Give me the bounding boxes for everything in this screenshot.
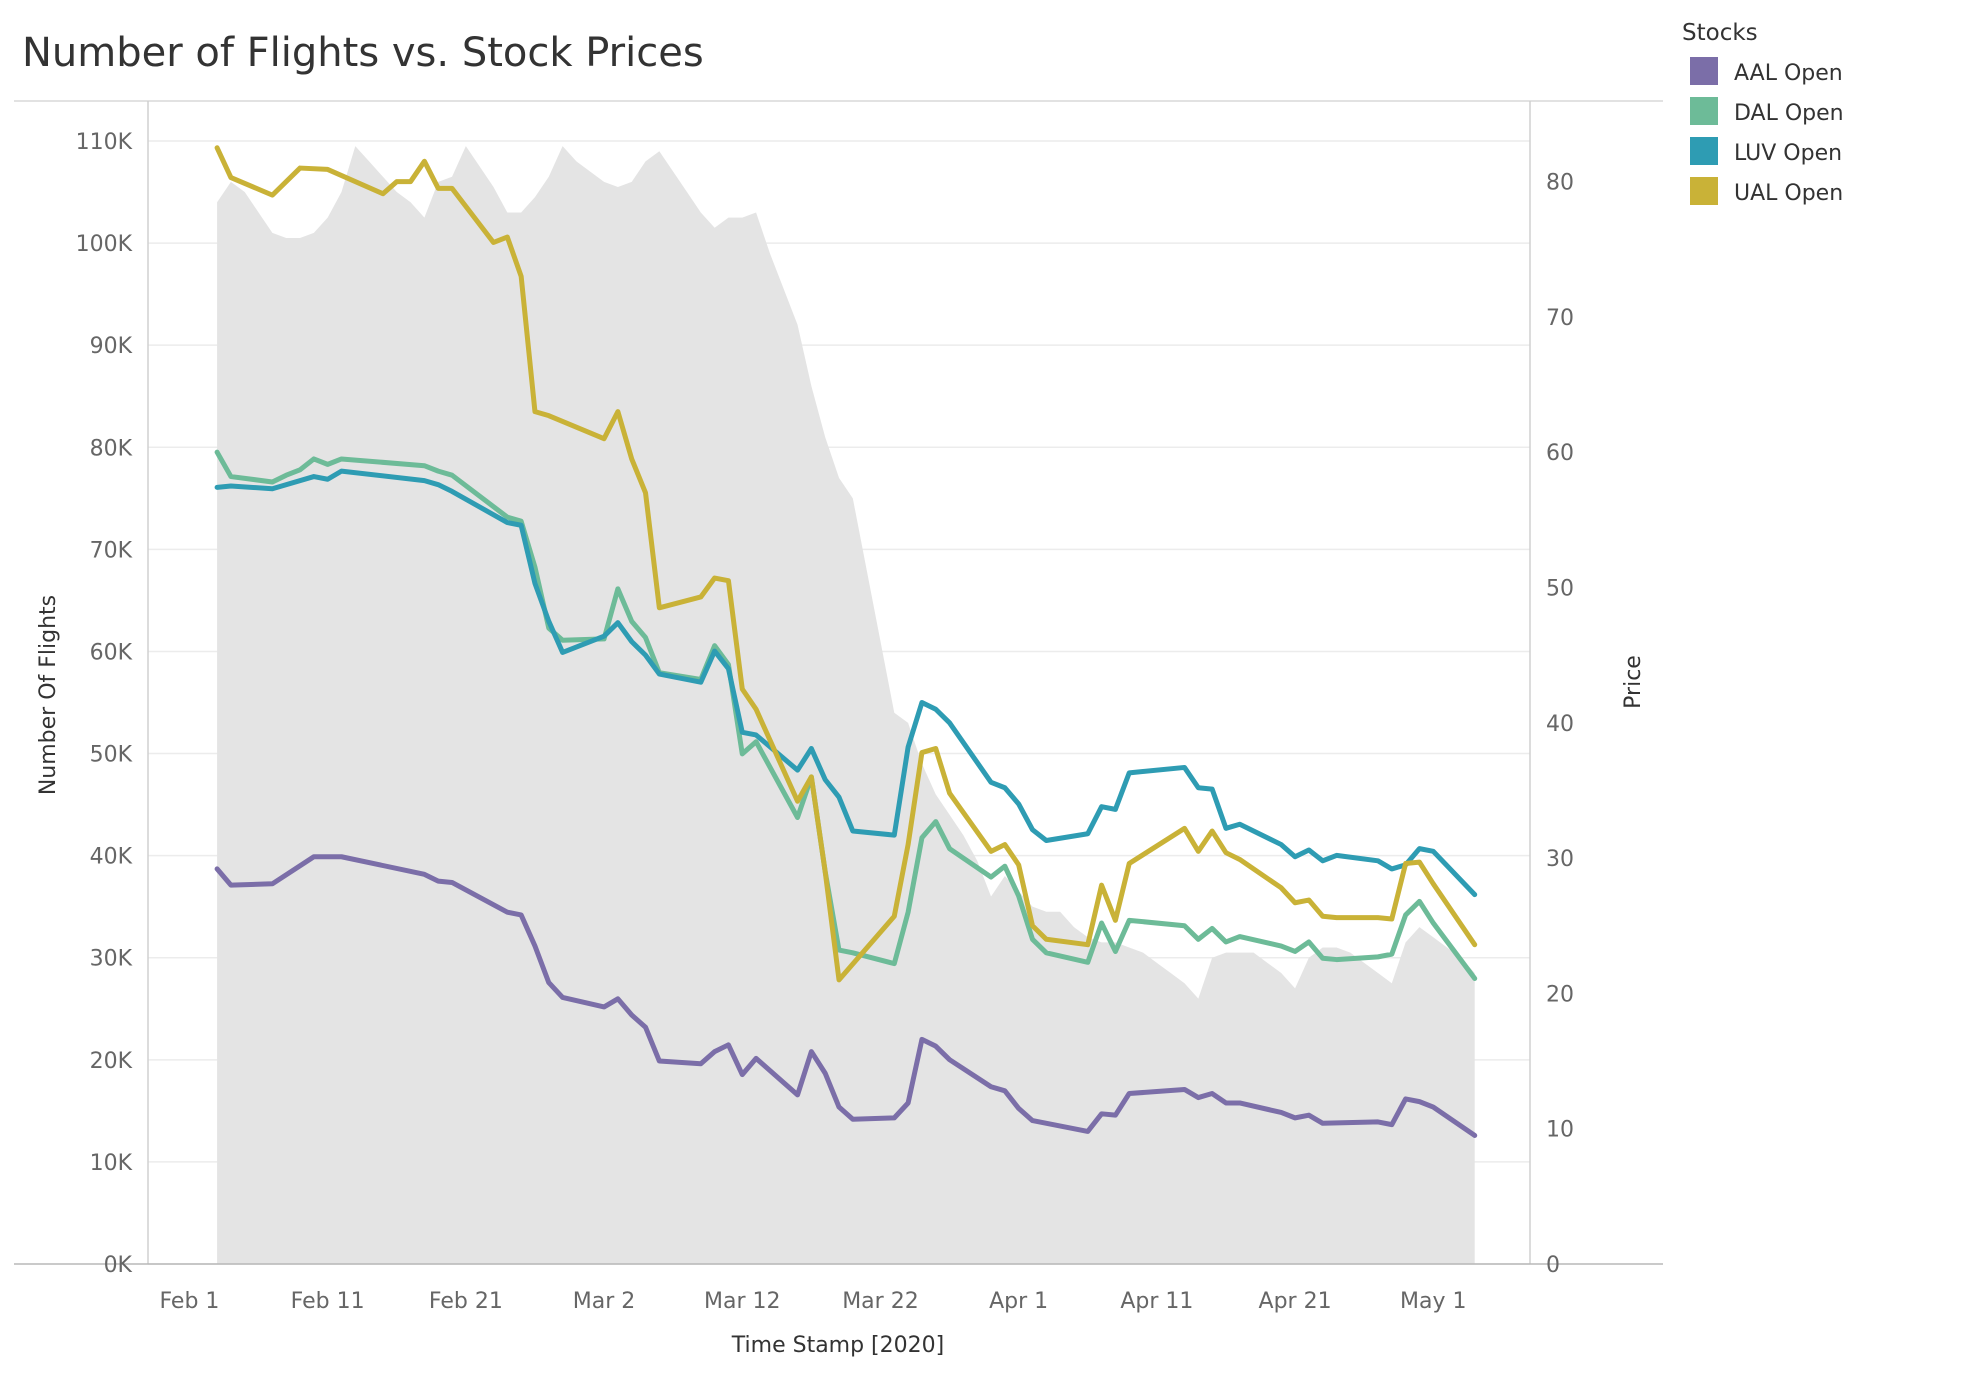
y-right-tick-label: 80: [1546, 171, 1574, 196]
x-tick-label: Mar 2: [573, 1289, 636, 1314]
legend-title: Stocks: [1682, 20, 1758, 46]
y-left-tick-label: 0K: [104, 1253, 133, 1278]
y-right-tick-label: 70: [1546, 306, 1574, 331]
y-left-tick-label: 10K: [90, 1151, 133, 1176]
y-right-axis-title: Price: [1621, 655, 1646, 709]
x-axis-ticks: Feb 1 Feb 11 Feb 21 Mar 2 Mar 12 Mar 22 Apr 1 A…: [159, 1289, 1466, 1314]
y-left-tick-label: 60K: [90, 640, 133, 665]
series-line-aal-open: [214, 854, 1478, 1138]
legend-swatch: [1690, 97, 1718, 125]
y-left-tick-label: 50K: [90, 743, 133, 768]
x-tick-label: Apr 11: [1120, 1289, 1193, 1314]
legend-swatch: [1690, 177, 1718, 205]
flights-area: [217, 146, 1475, 1265]
x-tick-label: Apr 1: [989, 1289, 1048, 1314]
x-tick-label: Apr 21: [1259, 1289, 1332, 1314]
y-left-tick-label: 70K: [90, 538, 133, 563]
y-left-tick-label: 110K: [76, 130, 133, 155]
x-tick-label: Feb 1: [159, 1289, 219, 1314]
legend: Stocks AAL Open DAL Open LUV Open UAL Open: [1682, 20, 1844, 206]
y-right-tick-label: 30: [1546, 847, 1574, 872]
legend-swatch: [1690, 137, 1718, 165]
y-right-tick-label: 60: [1546, 441, 1574, 466]
y-left-tick-label: 100K: [76, 232, 133, 257]
y-right-tick-label: 20: [1546, 982, 1574, 1007]
y-left-tick-label: 30K: [90, 947, 133, 972]
left-axis-ticks: 0K 10K 20K 30K 40K 50K 60K 70K 80K 90K 100K 110K: [76, 130, 133, 1278]
series-line-luv-open: [214, 468, 1478, 898]
x-tick-label: Mar 12: [704, 1289, 781, 1314]
x-tick-label: Feb 11: [291, 1289, 365, 1314]
y-right-tick-label: 50: [1546, 576, 1574, 601]
stock-series: [214, 145, 1478, 1138]
series-line-ual-open: [214, 145, 1478, 983]
y-left-axis-title: Number Of Flights: [36, 595, 61, 795]
y-left-tick-label: 40K: [90, 845, 133, 870]
legend-swatch: [1690, 57, 1718, 85]
x-tick-label: May 1: [1400, 1289, 1466, 1314]
legend-label: AAL Open: [1734, 61, 1843, 86]
y-left-tick-label: 90K: [90, 334, 133, 359]
flights-area-shape: [217, 146, 1475, 1265]
y-right-tick-label: 40: [1546, 712, 1574, 737]
x-tick-label: Feb 21: [429, 1289, 503, 1314]
legend-label: UAL Open: [1734, 181, 1843, 206]
y-right-tick-label: 10: [1546, 1118, 1574, 1143]
y-right-tick-label: 0: [1546, 1253, 1560, 1278]
right-axis-ticks: 0 10 20 30 40 50 60 70 80: [1546, 171, 1574, 1278]
series-line-dal-open: [214, 449, 1478, 982]
legend-label: LUV Open: [1734, 141, 1842, 166]
y-left-tick-label: 80K: [90, 436, 133, 461]
x-tick-label: Mar 22: [842, 1289, 919, 1314]
legend-label: DAL Open: [1734, 101, 1844, 126]
chart-title: Number of Flights vs. Stock Prices: [22, 30, 704, 76]
x-axis-title: Time Stamp [2020]: [731, 1333, 944, 1358]
y-left-tick-label: 20K: [90, 1049, 133, 1074]
